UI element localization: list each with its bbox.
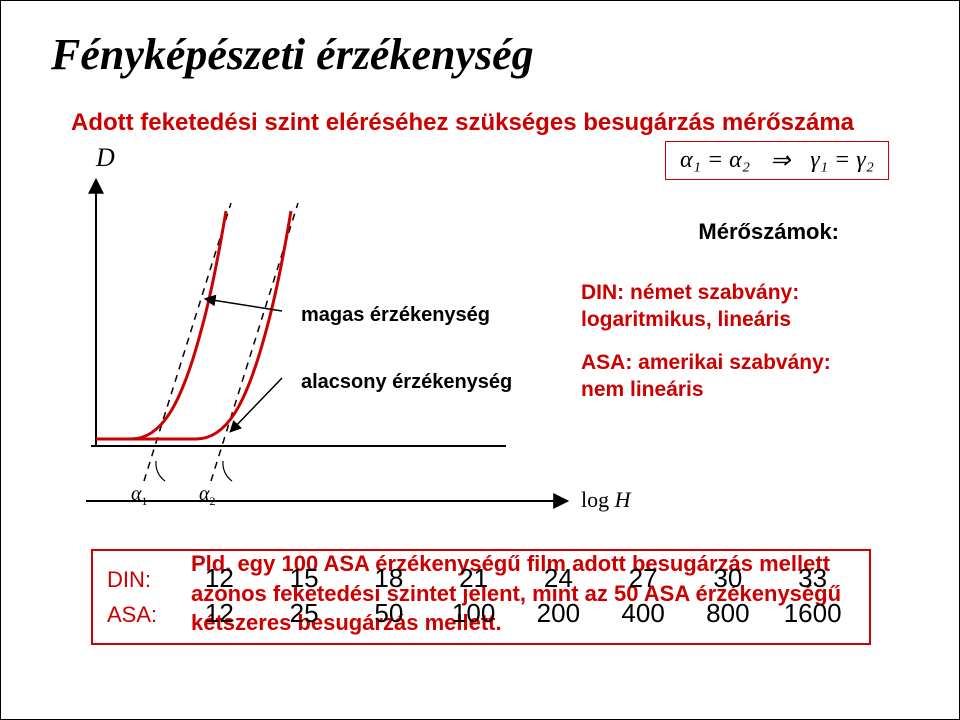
alpha-1-label: α1 [131,483,148,509]
asa-cell: 12 [177,598,262,629]
asa-cell: 1600 [770,598,855,629]
asa-cell: 25 [262,598,347,629]
din-cell: 30 [686,563,771,594]
slide-title: Fényképészeti érzékenység [51,29,534,80]
sensitivity-chart [86,171,506,501]
din-cell: 15 [262,563,347,594]
curve-low [96,211,291,439]
din-cell: 24 [516,563,601,594]
din-cell: 27 [601,563,686,594]
din-description: DIN: német szabvány: logaritmikus, lineá… [581,279,799,334]
eq-right: γ₁ = γ₂ [810,147,874,174]
asa-cell: 200 [516,598,601,629]
eq-arrow: ⇒ [770,146,790,175]
alpha-2-label: α2 [199,483,216,509]
equation-box: α₁ = α₂ ⇒ γ₁ = γ₂ [665,141,889,180]
x-axis-arrow [86,491,646,515]
asa-desc-line1: ASA: amerikai szabvány: [581,351,831,374]
axis-y-label: D [96,143,115,173]
din-cell: 33 [770,563,855,594]
din-row: DIN: 1215182124273033 [107,563,855,594]
din-header: DIN: [107,567,177,593]
arrow-high [206,299,282,311]
din-cell: 18 [347,563,432,594]
din-cell: 12 [177,563,262,594]
asa-header: ASA: [107,602,177,628]
asa-cell: 50 [347,598,432,629]
din-desc-line2: logaritmikus, lineáris [581,308,791,331]
din-asa-table: DIN: 1215182124273033 ASA: 1225501002004… [91,549,871,645]
log-h-label: log H [581,487,631,513]
asa-desc-line2: nem lineáris [581,378,704,401]
asa-cell: 800 [686,598,771,629]
angle-arc-2 [223,461,232,481]
asa-description: ASA: amerikai szabvány: nem lineáris [581,349,831,404]
curve-high [96,211,226,439]
mero-label: Mérőszámok: [698,219,839,245]
din-cell: 21 [431,563,516,594]
asa-cell: 400 [601,598,686,629]
angle-arc-1 [156,461,165,481]
din-desc-line1: DIN: német szabvány: [581,281,799,304]
asa-row: ASA: 1225501002004008001600 [107,598,855,629]
slide-subtitle: Adott feketedési szint eléréséhez szüksé… [71,109,854,137]
eq-left: α₁ = α₂ [680,147,750,174]
asa-cell: 100 [431,598,516,629]
